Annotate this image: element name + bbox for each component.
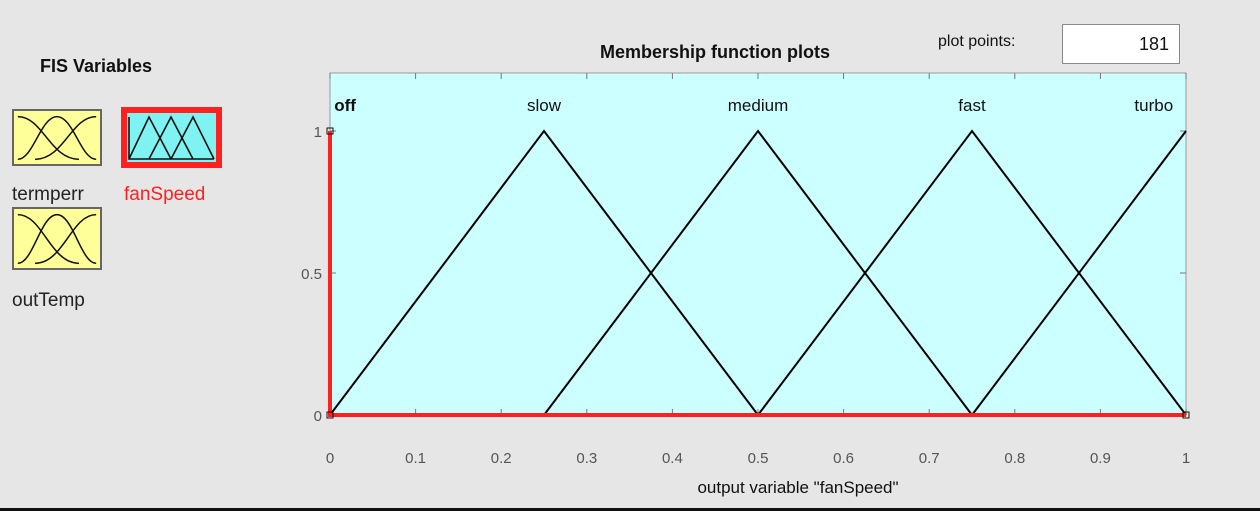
window-bottom-edge (0, 508, 1260, 511)
x-tick-label: 1 (1182, 450, 1190, 467)
mf-vertex-handle (326, 411, 334, 419)
x-tick-label: 0.2 (491, 450, 512, 467)
variable-box-fanspeed[interactable] (121, 107, 222, 168)
x-tick-label: 0.7 (919, 450, 940, 467)
x-tick-label: 0.6 (833, 450, 854, 467)
mf-curve-medium (543, 129, 973, 416)
mf-curve-slow (329, 129, 759, 416)
mf-vertex-handle (326, 127, 334, 135)
y-tick-label: 0 (314, 408, 322, 425)
mf-label-fast[interactable]: fast (958, 96, 986, 115)
x-tick-label: 0.9 (1090, 450, 1111, 467)
x-tick-label: 0.3 (576, 450, 597, 467)
mf-label-turbo[interactable]: turbo (1134, 96, 1173, 115)
mf-vertex-handle (1182, 411, 1190, 419)
mf-label-medium[interactable]: medium (728, 96, 788, 115)
x-tick-label: 0.8 (1004, 450, 1025, 467)
variable-box-outtemp[interactable] (12, 207, 102, 270)
plot-title: Membership function plots (600, 42, 831, 62)
plot-points-input[interactable] (1062, 24, 1180, 64)
variable-label-termperr: termperr (12, 184, 84, 205)
y-tick-label: 1 (314, 124, 322, 141)
x-axis-label: output variable "fanSpeed" (697, 478, 898, 497)
variable-box-termperr[interactable] (12, 109, 102, 166)
fis-variables-title: FIS Variables (40, 56, 153, 76)
mf-curve-off (328, 131, 1186, 417)
x-tick-label: 0 (326, 450, 334, 467)
plot-points-label: plot points: (938, 33, 1016, 50)
variable-label-fanspeed: fanSpeed (124, 184, 206, 205)
mf-label-slow[interactable]: slow (527, 96, 562, 115)
mf-curve-turbo (971, 130, 1187, 416)
input-mf-icon (17, 213, 97, 265)
x-tick-label: 0.1 (405, 450, 426, 467)
output-mf-icon (128, 115, 215, 160)
input-mf-icon (17, 115, 97, 161)
mf-curve-fast (757, 129, 1187, 416)
x-tick-label: 0.4 (662, 450, 683, 467)
mf-label-off[interactable]: off (334, 96, 356, 115)
variable-label-outtemp: outTemp (12, 290, 85, 311)
y-tick-label: 0.5 (301, 266, 322, 283)
x-tick-label: 0.5 (748, 450, 769, 467)
